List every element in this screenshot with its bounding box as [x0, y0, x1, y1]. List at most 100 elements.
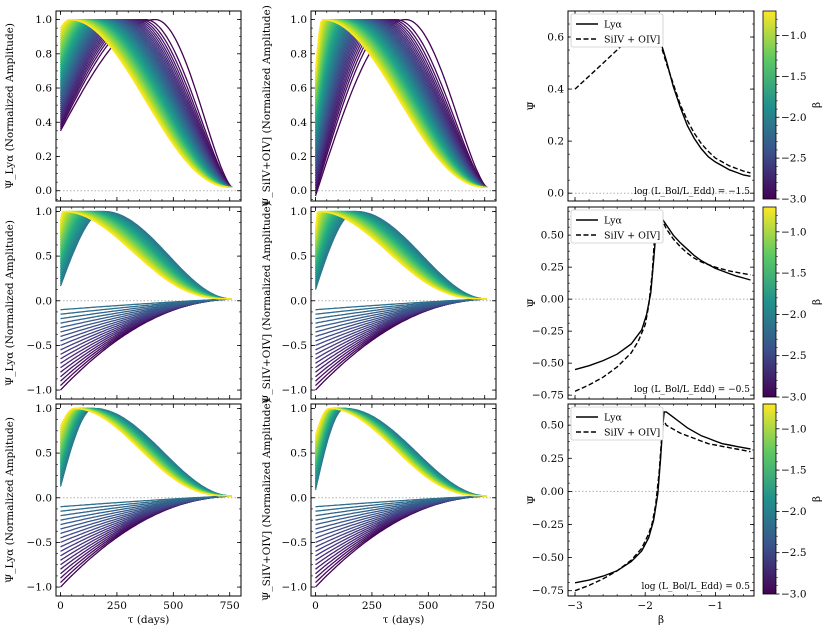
axes-mean_response-row2: −3 −2 −1 −0.75 −0.50 −0.25 0.00 0.25 0.50 Ψ̄ β Lyα S… [526, 403, 755, 626]
plot-frame [310, 206, 497, 400]
panel-mean_response-row1 [568, 216, 754, 392]
colorbar-row2: −3.0 −2.5 −2.0 −1.5 −1.0 β [762, 403, 823, 601]
transfer-curve [314, 18, 488, 188]
colorbar-tick-label: −2.5 [781, 350, 807, 362]
y-tick-label: 0.00 [541, 486, 564, 498]
transfer-curve [314, 18, 488, 188]
y-tick-label: −0.75 [532, 585, 564, 597]
colorbar-row1: −3.0 −2.5 −2.0 −1.5 −1.0 β [762, 206, 823, 404]
transfer-curve [59, 18, 233, 188]
plot-frame [55, 403, 242, 597]
transfer-curve [59, 18, 233, 188]
transfer-curve [59, 18, 233, 188]
plot-frame [55, 10, 242, 202]
y-tick-label: 1.0 [290, 206, 307, 218]
axes-siiv_transfer-row2: 0 250 500 750 −1.0 −0.5 0.0 0.5 1.0 Ψ_SiIV+OIV] (… [261, 399, 497, 626]
y-tick-label: 0.5 [35, 251, 52, 263]
y-tick-label: 0.0 [35, 295, 52, 307]
colorbar-tick-label: −2.5 [781, 153, 807, 165]
panel-siiv_transfer-row2 [311, 407, 496, 588]
transfer-curve [314, 18, 488, 188]
x-tick-label: 0 [312, 600, 319, 612]
plot-frame [567, 403, 755, 597]
colorbar-label: β [811, 102, 823, 108]
y-tick-label: 0.5 [35, 448, 52, 460]
colorbar-tick-label: −1.5 [781, 71, 807, 83]
y-tick-label: 0.25 [541, 262, 564, 274]
transfer-curve [59, 18, 233, 188]
y-tick-label: 0.0 [35, 185, 52, 197]
y-tick-label: −0.50 [532, 358, 564, 370]
axes-lya_transfer-row1: −1.0 −0.5 0.0 0.5 1.0 Ψ_Lyα (Normalized Ampli… [4, 206, 242, 400]
y-tick-label: 0.00 [541, 294, 564, 306]
transfer-curve [314, 210, 487, 300]
x-tick-label: 750 [220, 600, 240, 612]
colorbar-tick-label: −1.5 [781, 465, 807, 477]
y-tick-label: −0.25 [532, 326, 564, 338]
plot-frame [567, 10, 755, 202]
y-tick-label: 1.0 [290, 403, 307, 415]
y-tick-label: 0.0 [290, 295, 307, 307]
x-tick-label: 500 [163, 600, 183, 612]
y-axis-label: Ψ_SiIV+OIV] (Normalized Amplitude) [261, 202, 273, 404]
y-tick-label: −0.75 [532, 390, 564, 402]
transfer-curve [60, 495, 232, 508]
series-line [648, 25, 751, 177]
transfer-curve [59, 407, 232, 497]
transfer-curve [59, 407, 232, 497]
transfer-curve [314, 18, 488, 188]
x-tick-label: −1 [708, 600, 723, 612]
transfer-curve [60, 298, 232, 311]
y-tick-label: 0.6 [290, 83, 307, 95]
transfer-curve [59, 18, 233, 188]
panel-mean_response-row0 [568, 23, 754, 194]
colorbar-tick-label: −1.0 [781, 226, 807, 238]
y-axis-label: Ψ_SiIV+OIV] (Normalized Amplitude) [261, 5, 273, 207]
y-tick-label: 1.0 [35, 14, 52, 26]
axes-siiv_transfer-row1: −1.0 −0.5 0.0 0.5 1.0 Ψ_SiIV+OIV] (Normalized… [261, 202, 497, 404]
colorbar-gradient [762, 206, 777, 398]
transfer-curve [314, 18, 488, 188]
colorbar-tick-label: −2.0 [781, 112, 807, 124]
y-tick-label: 0.8 [35, 48, 52, 60]
y-tick-label: −0.5 [27, 537, 53, 549]
x-axis-label: τ (days) [128, 614, 170, 626]
transfer-curve [314, 18, 488, 188]
transfer-curve [314, 407, 487, 497]
y-axis-label: Ψ_SiIV+OIV] (Normalized Amplitude) [261, 399, 273, 601]
y-axis-label: Ψ_Lyα (Normalized Amplitude) [4, 220, 16, 386]
y-tick-label: 0.0 [547, 188, 564, 200]
transfer-curve [59, 18, 233, 188]
transfer-curve [314, 18, 488, 192]
colorbar-tick-label: −3.0 [781, 589, 807, 601]
legend: Lyα SiIV + OIV] [570, 13, 664, 48]
y-tick-label: −0.5 [282, 340, 308, 352]
axes-layer: 0.0 0.2 0.4 0.6 0.8 1.0 Ψ_Lyα (Normalized Ampl… [4, 5, 823, 626]
legend-label: SiIV + OIV] [604, 231, 660, 242]
plot-frame [310, 403, 497, 597]
legend-label: SiIV + OIV] [604, 35, 660, 46]
axes-lya_transfer-row2: 0 250 500 750 −1.0 −0.5 0.0 0.5 1.0 Ψ_Lyα (Normal… [4, 403, 242, 626]
y-tick-label: −1.0 [27, 385, 53, 397]
y-tick-label: 1.0 [290, 14, 307, 26]
transfer-curve [59, 18, 233, 188]
legend: Lyα SiIV + OIV] [570, 406, 664, 441]
colorbar-tick-label: −3.0 [781, 194, 807, 206]
colorbar-label: β [811, 299, 823, 305]
y-tick-label: 0.2 [290, 151, 307, 163]
y-axis-label: Ψ_Lyα (Normalized Amplitude) [4, 23, 16, 189]
transfer-curve [314, 18, 488, 194]
colorbar-tick-label: −1.0 [781, 423, 807, 435]
y-tick-label: 0.8 [290, 48, 307, 60]
y-tick-label: −0.25 [532, 519, 564, 531]
transfer-curve [59, 18, 233, 188]
x-tick-label: −2 [637, 600, 652, 612]
plot-frame [567, 206, 755, 400]
y-tick-label: −1.0 [282, 582, 308, 594]
y-tick-label: 1.0 [35, 403, 52, 415]
y-tick-label: 0.2 [547, 136, 564, 148]
transfer-curve [315, 298, 487, 311]
y-tick-label: 0.5 [290, 448, 307, 460]
